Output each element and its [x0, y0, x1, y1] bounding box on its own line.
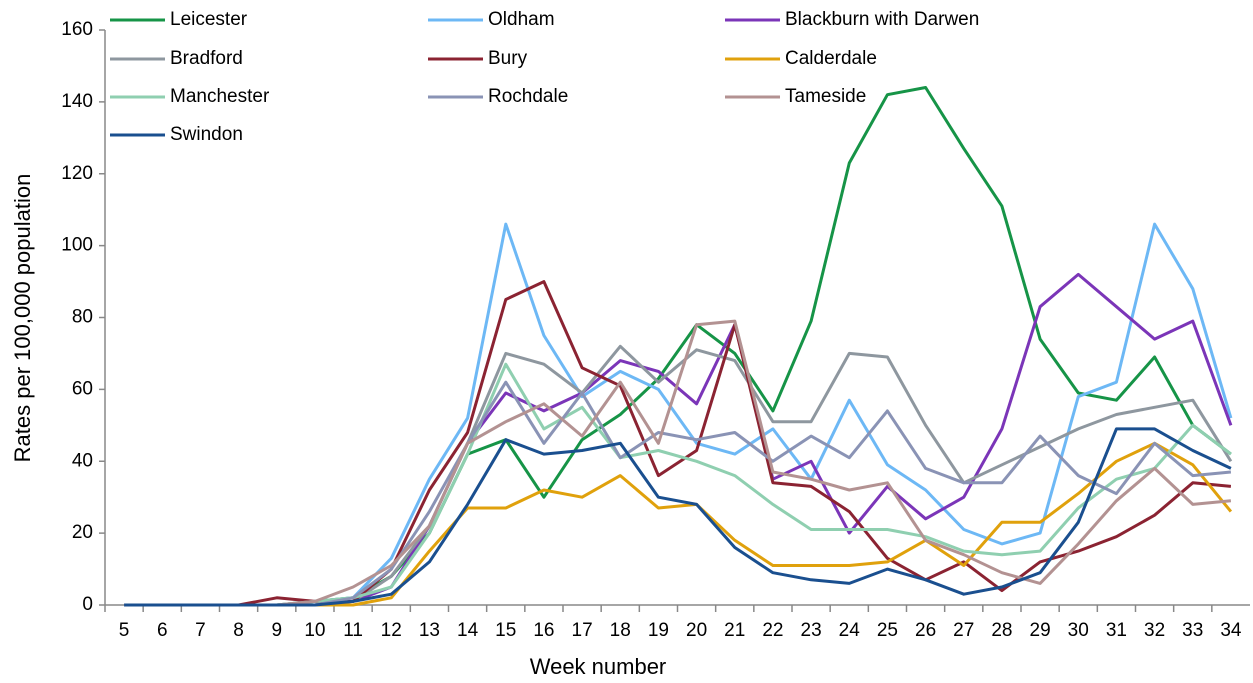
- legend-label: Tameside: [785, 86, 866, 107]
- x-axis-label: Week number: [530, 654, 667, 679]
- y-tick-label: 120: [61, 163, 93, 184]
- legend-label: Swindon: [170, 124, 243, 145]
- x-tick-label: 17: [572, 620, 593, 641]
- x-tick-label: 28: [991, 620, 1012, 641]
- legend-label: Calderdale: [785, 48, 877, 69]
- series-line: [124, 362, 1232, 607]
- legend-label: Blackburn with Darwen: [785, 9, 979, 30]
- legend-label: Rochdale: [488, 86, 568, 107]
- x-tick-label: 8: [233, 620, 244, 641]
- series-line: [124, 319, 1232, 607]
- x-tick-label: 7: [195, 620, 206, 641]
- legend-label: Leicester: [170, 9, 248, 30]
- x-tick-label: 15: [495, 620, 516, 641]
- x-tick-label: 26: [915, 620, 936, 641]
- legend-label: Bradford: [170, 48, 243, 69]
- y-tick-label: 0: [82, 594, 93, 615]
- x-tick-label: 19: [648, 620, 669, 641]
- x-tick-label: 12: [381, 620, 402, 641]
- x-tick-label: 30: [1068, 620, 1089, 641]
- x-tick-label: 6: [157, 620, 168, 641]
- x-tick-label: 29: [1030, 620, 1051, 641]
- x-tick-label: 24: [839, 620, 861, 641]
- x-tick-label: 11: [343, 620, 363, 641]
- x-tick-label: 33: [1182, 620, 1203, 641]
- x-tick-label: 13: [419, 620, 440, 641]
- x-tick-label: 31: [1106, 620, 1127, 641]
- series-line: [124, 222, 1233, 607]
- x-tick-label: 20: [686, 620, 707, 641]
- x-tick-label: 5: [119, 620, 130, 641]
- y-tick-label: 140: [61, 91, 93, 112]
- y-tick-label: 20: [72, 522, 93, 543]
- series-line: [124, 427, 1232, 607]
- y-tick-label: 160: [61, 19, 93, 40]
- x-tick-label: 25: [877, 620, 898, 641]
- y-tick-label: 40: [72, 450, 93, 471]
- x-tick-label: 9: [271, 620, 282, 641]
- x-tick-label: 18: [610, 620, 631, 641]
- x-tick-label: 10: [304, 620, 325, 641]
- x-tick-label: 16: [533, 620, 554, 641]
- legend-label: Oldham: [488, 9, 555, 30]
- x-tick-label: 27: [953, 620, 974, 641]
- x-tick-label: 23: [801, 620, 822, 641]
- y-tick-label: 60: [72, 378, 93, 399]
- series-line: [124, 86, 1232, 607]
- x-tick-label: 14: [457, 620, 479, 641]
- y-axis-label: Rates per 100,000 population: [10, 174, 35, 463]
- y-tick-label: 80: [72, 307, 93, 328]
- legend-label: Bury: [488, 48, 528, 69]
- x-tick-label: 32: [1144, 620, 1165, 641]
- x-tick-label: 34: [1220, 620, 1242, 641]
- legend-label: Manchester: [170, 86, 270, 107]
- x-tick-label: 21: [724, 620, 745, 641]
- x-tick-label: 22: [762, 620, 783, 641]
- y-tick-label: 100: [61, 235, 93, 256]
